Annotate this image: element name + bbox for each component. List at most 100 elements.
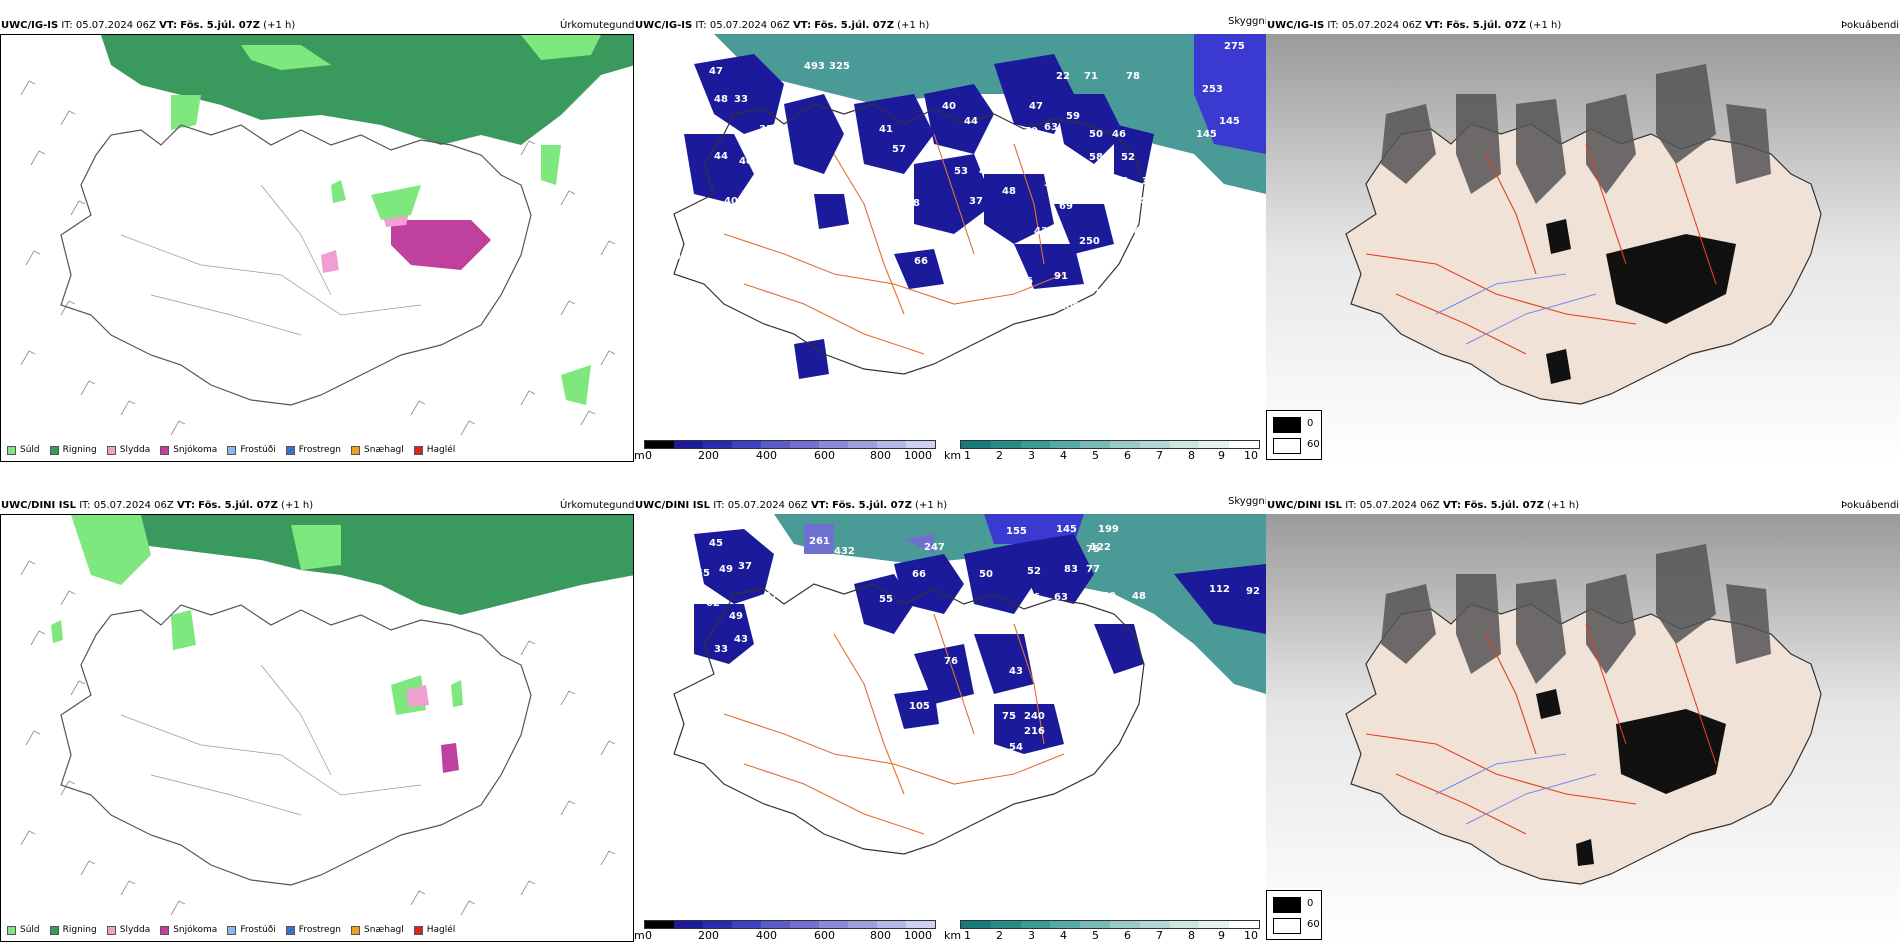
cloud-label: 49	[719, 564, 733, 575]
vt-label: VT:	[1425, 20, 1444, 31]
tick-label: 9	[1218, 929, 1225, 942]
land-area	[1345, 123, 1822, 405]
tick-label: 800	[870, 929, 891, 942]
cloud-label: 77	[1086, 564, 1100, 575]
tick-label: 0	[645, 929, 652, 942]
it-label: IT:	[1345, 500, 1357, 511]
legend-swatch	[227, 445, 237, 455]
legend-item: Súld	[7, 445, 40, 455]
tick-label: 600	[814, 929, 835, 942]
precip-map-svg	[20, 515, 633, 916]
it-label: IT:	[695, 20, 707, 31]
cloud-label: 145	[1219, 116, 1240, 127]
low-visibility-area	[774, 514, 1266, 694]
fog-map	[1266, 34, 1900, 462]
it-label: IT:	[61, 20, 73, 31]
fog-map-svg	[1266, 514, 1900, 942]
fog-legend-min-swatch	[1273, 918, 1301, 934]
tick-label: 1	[964, 449, 971, 462]
model-name: UWC/IG-IS	[635, 20, 693, 31]
cloud-label: 105	[909, 701, 930, 712]
legend-swatch	[7, 925, 16, 935]
snow-area	[441, 743, 459, 773]
cloud-label: 40	[724, 196, 738, 207]
cloud-label: 30	[1044, 178, 1058, 189]
snow-area	[391, 220, 491, 270]
cloud-label: 59	[1066, 111, 1080, 122]
cloud-label: 75	[1086, 544, 1100, 555]
cloud-label: 45	[709, 538, 723, 549]
tick-label: 4	[1060, 449, 1067, 462]
rivers	[1435, 753, 1597, 825]
tick-label: 2	[996, 929, 1003, 942]
cloud-label: 155	[1006, 526, 1027, 537]
cloud-label: 432	[834, 546, 855, 557]
cloud-label: 33	[759, 124, 773, 135]
tick-label: 7	[1156, 449, 1163, 462]
tick-label: 5	[1092, 449, 1099, 462]
cloud-label: 72	[899, 244, 913, 255]
road-network	[723, 613, 1065, 835]
cloud-label: 66	[679, 696, 693, 707]
tick-label: 1	[964, 929, 971, 942]
model-name: UWC/DINI ISL	[1267, 500, 1343, 511]
tick-label: 400	[756, 449, 777, 462]
vt-label: VT:	[810, 500, 829, 511]
vt-value: Fös. 5.júl. 07Z	[180, 20, 260, 31]
cloud-label: 112	[1209, 584, 1230, 595]
cloud-label: 57	[892, 144, 906, 155]
cloud-label: 47	[1029, 101, 1043, 112]
cloud-label: 66	[912, 569, 926, 580]
cloud-base-areas	[694, 529, 1144, 754]
low-visibility-area	[714, 34, 1266, 194]
it-label: IT:	[713, 500, 725, 511]
visibility-panel-row2: UWC/DINI ISL IT: 05.07.2024 06Z VT: Fös.…	[634, 492, 1266, 944]
visibility-ticks: km 1 2 3 4 5 6 7 8 9 10	[944, 929, 1258, 942]
cloud-label: 54	[997, 264, 1011, 275]
cloud-label: 275	[1224, 41, 1245, 52]
panel-title: Úrkomutegund	[560, 20, 635, 31]
it-value: 05.07.2024 06Z	[727, 500, 808, 511]
tick-label: 6	[1124, 929, 1131, 942]
low-cloud-area	[1194, 34, 1266, 154]
tick-label: 5	[1092, 929, 1099, 942]
rain-area	[101, 35, 633, 145]
panel-header: UWC/IG-IS IT: 05.07.2024 06Z VT: Fös. 5.…	[1267, 20, 1561, 32]
cloud-label: 48	[1002, 186, 1016, 197]
offset: (+1 h)	[281, 500, 314, 511]
visibility-panel-row1: UWC/IG-IS IT: 05.07.2024 06Z VT: Fös. 5.…	[634, 12, 1266, 464]
precip-panel-row2: UWC/DINI ISL IT: 05.07.2024 06Z VT: Fös.…	[0, 492, 635, 944]
tick-label: 4	[1060, 929, 1067, 942]
cloud-label: 70	[1024, 126, 1038, 137]
legend-swatch	[285, 445, 295, 455]
cloud-label: 76	[1019, 276, 1033, 287]
panel-title: Úrkomutegund	[560, 500, 635, 511]
unit-label: km	[944, 449, 962, 462]
precip-map: Súld Rigning Slydda Snjókoma Frostúði Fr…	[0, 514, 634, 942]
cloud-label: 53	[954, 166, 968, 177]
legend-swatch	[160, 925, 170, 935]
vt-label: VT:	[1442, 500, 1461, 511]
cloud-label: 52	[674, 251, 688, 262]
legend-item: Snæhagl	[351, 445, 404, 455]
cloud-label: 37	[764, 591, 778, 602]
cloud-label: 78	[1126, 71, 1140, 82]
cloud-label: 32	[746, 191, 760, 202]
cloud-label: 52	[1121, 152, 1135, 163]
cloud-label: 116	[1094, 288, 1115, 299]
vt-value: Fös. 5.júl. 07Z	[832, 500, 912, 511]
it-value: 05.07.2024 06Z	[1341, 20, 1422, 31]
legend-swatch	[285, 925, 295, 935]
cloud-label: 58	[724, 241, 738, 252]
cloud-label: 53	[889, 186, 903, 197]
cloud-label: 49	[729, 611, 743, 622]
tick-label: 7	[1156, 929, 1163, 942]
road-network	[1365, 623, 1717, 835]
fog-patches	[1381, 64, 1771, 204]
land-area	[1345, 603, 1822, 885]
cloud-label: 63	[689, 94, 703, 105]
tick-label: 0	[645, 449, 652, 462]
cloud-label: 91	[1054, 271, 1068, 282]
unit-label: m	[634, 929, 645, 942]
cloud-base-ticks: m 0 200 400 600 800 1000	[634, 929, 934, 942]
